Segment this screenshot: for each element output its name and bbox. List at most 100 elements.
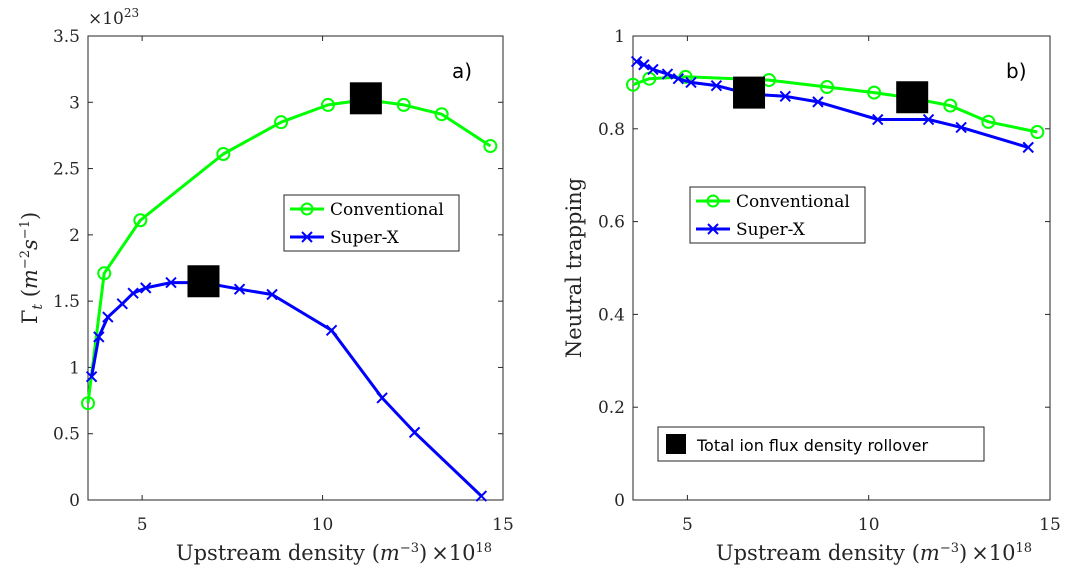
x-tick-label: 10 — [858, 515, 880, 535]
rollover-legend: Total ion flux density rollover — [657, 426, 985, 462]
data-point-super-x — [102, 311, 114, 323]
data-point-super-x — [127, 287, 139, 299]
data-point-super-x — [116, 298, 128, 310]
data-point-conventional — [97, 266, 112, 281]
panel-b: 0 0.2 0.4 0.6 0.8 1 5 10 15 b) Neutral trapping… — [562, 27, 1061, 565]
y-tick-label: 3.5 — [53, 27, 80, 47]
x-axis-label-a: Upstream density (m−3) ×1018 — [176, 541, 492, 565]
y-tick-label: 1 — [614, 27, 625, 47]
y-tick-label: 1 — [69, 358, 80, 378]
x-tick-label: 15 — [492, 515, 514, 535]
data-point-super-x — [325, 324, 338, 337]
legend-label-superx-b: Super-X — [736, 220, 806, 240]
legend-a: Conventional Super-X — [283, 194, 460, 252]
rollover-marker — [896, 81, 929, 114]
y-tick-label: 0 — [614, 491, 625, 511]
rollover-legend-box — [657, 426, 985, 462]
legend-box-a — [283, 194, 460, 252]
data-point-super-x — [93, 331, 105, 343]
data-point-super-x — [140, 282, 152, 294]
data-point-super-x — [233, 283, 246, 295]
data-point-super-x — [955, 121, 967, 134]
rollover-marker — [733, 76, 766, 109]
rollover-legend-label: Total ion flux density rollover — [696, 436, 928, 455]
data-point-super-x — [266, 288, 278, 301]
legend-marker-superx-b — [707, 223, 719, 235]
rollover-markers-a — [187, 82, 382, 298]
y-tick-labels-b: 0 0.2 0.4 0.6 0.8 1 — [598, 27, 625, 511]
y-tick-label: 0.5 — [53, 425, 80, 445]
data-point-super-x — [630, 55, 643, 68]
data-point-super-x — [685, 76, 697, 89]
data-point-conventional — [133, 213, 148, 228]
y-tick-labels-a: 0 0.5 1 1.5 2 2.5 3 3.5 — [53, 27, 80, 511]
data-point-super-x — [779, 90, 792, 103]
x-tick-labels-b: 5 10 15 — [682, 515, 1061, 535]
data-point-super-x — [85, 371, 98, 383]
legend-label-conventional-b: Conventional — [736, 192, 850, 212]
y-tick-label: 0.6 — [598, 213, 625, 233]
data-point-conventional — [819, 80, 834, 95]
data-point-super-x — [672, 72, 685, 85]
legend-marker-conventional — [300, 202, 314, 216]
legend-box-b — [689, 186, 866, 244]
tick-marks-a — [88, 35, 504, 501]
data-point-conventional — [1030, 125, 1045, 140]
axes-box-b — [632, 35, 1051, 501]
series-group-a — [81, 92, 498, 502]
data-point-super-x — [922, 113, 935, 126]
y-tick-label: 0.4 — [598, 305, 625, 325]
data-point-super-x — [475, 490, 488, 502]
panel-a: 0 0.5 1 1.5 2 2.5 3 3.5 5 10 15 a) ×1023 Γt (m−2s… — [18, 6, 514, 565]
y-multiplier-a: ×1023 — [88, 6, 139, 29]
y-tick-label: 0.2 — [598, 398, 625, 418]
data-point-super-x — [376, 392, 388, 404]
legend-marker-superx — [301, 231, 313, 243]
y-tick-label: 3 — [69, 93, 80, 113]
x-tick-label: 5 — [682, 515, 693, 535]
x-tick-label: 5 — [137, 515, 148, 535]
x-tick-labels-a: 5 10 15 — [137, 515, 514, 535]
data-point-super-x — [165, 276, 177, 289]
x-tick-label: 10 — [312, 515, 334, 535]
y-axis-label-a: Γt (m−2s−1) — [18, 212, 46, 324]
data-point-super-x — [710, 79, 723, 92]
data-point-conventional — [483, 139, 498, 154]
legend-label-superx: Super-X — [330, 228, 400, 248]
rollover-legend-square — [666, 434, 686, 454]
tick-marks-b — [633, 35, 1051, 501]
data-point-super-x — [812, 96, 824, 108]
panel-label-a: a) — [452, 59, 472, 83]
y-tick-label: 2.5 — [53, 160, 80, 180]
series-group-b — [626, 55, 1045, 154]
legend-b: Conventional Super-X — [689, 186, 866, 244]
x-axis-label-b: Upstream density (m−3) ×1018 — [716, 541, 1032, 565]
rollover-marker — [187, 265, 220, 298]
rollover-markers-b — [733, 76, 929, 114]
data-point-conventional — [396, 97, 411, 112]
data-point-super-x — [408, 426, 421, 439]
legend-marker-conventional-b — [706, 194, 720, 208]
data-point-super-x — [661, 68, 674, 80]
y-tick-label: 0 — [69, 491, 80, 511]
data-point-conventional — [867, 85, 882, 100]
y-axis-label-b: Neutral trapping — [562, 178, 586, 358]
series-line-conventional — [632, 75, 1038, 134]
y-tick-label: 0.8 — [598, 120, 625, 140]
y-tick-label: 1.5 — [53, 292, 80, 312]
series-line-conventional — [86, 98, 492, 404]
data-point-super-x — [647, 63, 659, 76]
data-point-super-x — [872, 113, 884, 126]
rollover-marker — [349, 82, 382, 115]
legend-label-conventional: Conventional — [330, 200, 444, 220]
data-point-conventional — [981, 114, 996, 129]
data-point-conventional — [274, 115, 289, 130]
panel-label-b: b) — [1006, 59, 1027, 83]
x-tick-label: 15 — [1039, 515, 1061, 535]
axes-box-a — [87, 35, 504, 501]
data-point-conventional — [81, 396, 95, 411]
data-point-conventional — [434, 107, 449, 122]
data-point-super-x — [1022, 141, 1034, 154]
data-point-conventional — [216, 146, 231, 161]
